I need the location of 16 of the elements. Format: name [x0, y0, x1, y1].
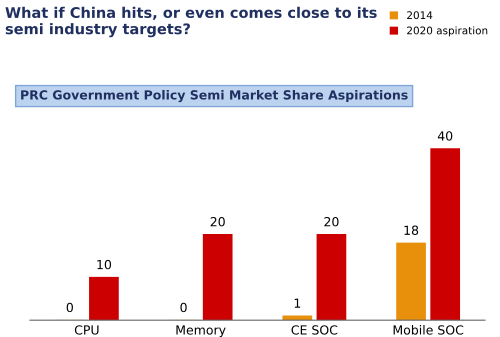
data-label: 0: [66, 302, 73, 312]
data-label: 40: [438, 131, 452, 141]
data-label: 10: [97, 260, 112, 270]
x-tick-label: CPU: [74, 325, 98, 335]
data-label: 20: [210, 216, 225, 226]
data-label: 20: [324, 216, 339, 226]
data-label: 18: [404, 226, 418, 235]
data-label: 0: [180, 302, 187, 312]
x-tick-label: Memory: [176, 325, 226, 337]
x-tick-label: CE SOC: [292, 325, 338, 335]
chart-subtitle: PRC Government Policy Semi Market Share Aspirations: [21, 90, 408, 102]
chart-title: What if China hits, or even comes close to its semi industry targets?: [5, 6, 377, 38]
x-tick-label: Mobile SOC: [394, 325, 464, 335]
data-label: 1: [294, 298, 300, 308]
legend-label: 2020 aspiration: [407, 26, 488, 36]
legend-label: 2014: [407, 11, 432, 20]
